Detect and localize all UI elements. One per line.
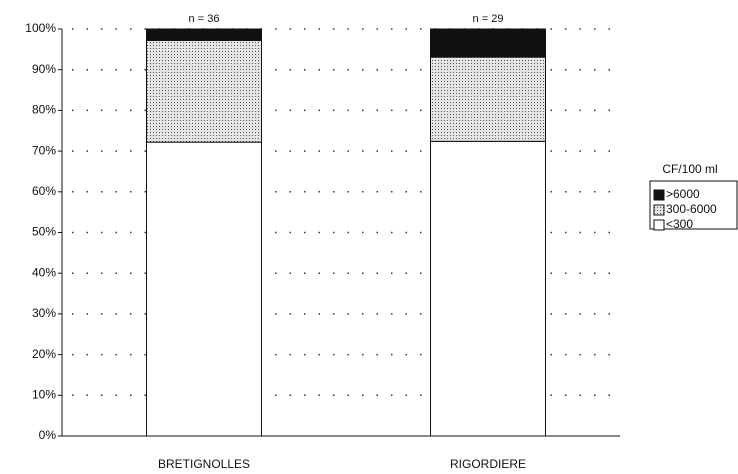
y-tick-label: 50% (32, 225, 56, 239)
bar-segment (146, 141, 262, 437)
annotation: n = 36 (189, 13, 220, 25)
legend-swatch (653, 189, 665, 201)
x-tick-label: BRETIGNOLLES (158, 457, 250, 471)
annotation: n = 29 (473, 13, 504, 25)
legend-label: >6000 (666, 187, 700, 201)
legend-swatch (653, 204, 665, 216)
y-tick-label: 20% (32, 347, 56, 361)
y-tick-label: 70% (32, 143, 56, 157)
legend-title: CF/100 ml (662, 162, 717, 176)
y-tick-label: 40% (32, 265, 56, 279)
legend-swatch (653, 219, 665, 231)
legend-label: 300-6000 (666, 202, 717, 216)
y-tick-label: 0% (39, 428, 57, 442)
legend-label: <300 (666, 217, 693, 231)
bar-segment (146, 28, 262, 41)
y-tick-label: 80% (32, 103, 56, 117)
x-tick-label: RIGORDIERE (450, 457, 526, 471)
y-tick-label: 90% (32, 62, 56, 76)
y-tick-label: 60% (32, 184, 56, 198)
bar-segment (430, 56, 546, 142)
y-tick-label: 10% (32, 387, 56, 401)
y-tick-label: 30% (32, 306, 56, 320)
y-tick-label: 100% (25, 21, 56, 35)
bar-segment (430, 140, 546, 437)
bar-segment (430, 28, 546, 58)
bar-segment (146, 39, 262, 143)
